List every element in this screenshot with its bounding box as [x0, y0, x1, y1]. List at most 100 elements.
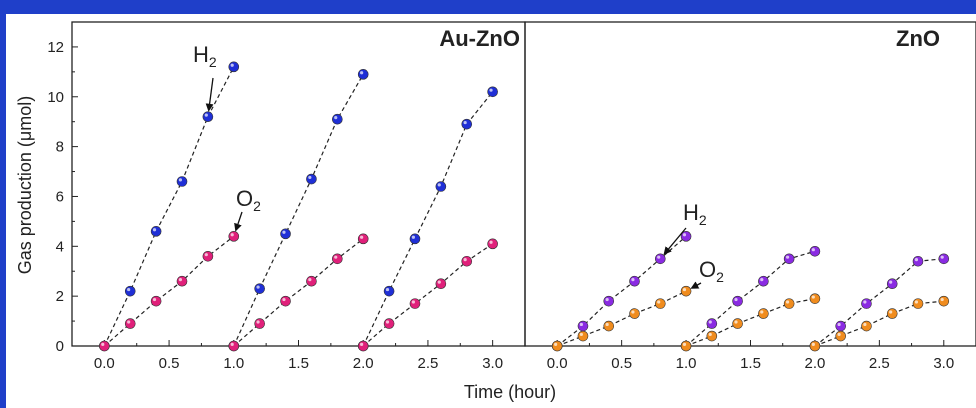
annotation-arrow	[690, 281, 702, 289]
data-point	[306, 173, 317, 185]
series-line	[685, 298, 816, 347]
data-point-highlight	[837, 322, 841, 327]
series-line	[362, 243, 493, 347]
data-point	[228, 231, 240, 242]
data-point	[603, 295, 615, 307]
data-point	[629, 275, 640, 287]
data-point	[176, 275, 188, 287]
data-point-highlight	[811, 248, 815, 252]
data-point-highlight	[708, 320, 712, 324]
data-point-highlight	[308, 278, 312, 282]
data-point-highlight	[360, 342, 364, 346]
data-point	[835, 330, 847, 342]
data-point-highlight	[889, 310, 893, 314]
x-tick-label: 1.0	[676, 355, 697, 372]
data-point	[254, 283, 265, 294]
data-point	[732, 295, 743, 307]
data-point	[435, 181, 447, 192]
data-point	[228, 61, 240, 73]
panel-title: ZnO	[896, 26, 940, 51]
data-point-highlight	[631, 310, 635, 314]
data-point-highlight	[437, 183, 441, 187]
data-point-highlight	[914, 258, 919, 262]
data-point	[809, 245, 821, 257]
data-point-highlight	[657, 255, 661, 259]
data-point-highlight	[760, 278, 764, 282]
data-point-highlight	[282, 230, 286, 234]
plot-area-border	[524, 21, 976, 347]
data-point-highlight	[863, 300, 867, 304]
annotation-H2: H2	[683, 200, 707, 228]
data-point	[332, 113, 343, 125]
data-point-highlight	[579, 322, 583, 327]
y-tick-label: 10	[47, 89, 64, 106]
data-point-highlight	[230, 233, 234, 237]
y-tick-label: 6	[56, 188, 64, 205]
data-point	[383, 285, 395, 297]
x-tick-label: 2.5	[869, 355, 890, 372]
data-point	[680, 340, 692, 352]
data-point	[809, 293, 821, 304]
data-point	[150, 295, 162, 307]
x-tick-label: 1.0	[223, 355, 244, 372]
data-point-highlight	[734, 320, 738, 324]
data-point	[603, 320, 615, 332]
data-point	[912, 298, 924, 309]
data-point	[280, 295, 291, 307]
data-point	[758, 308, 769, 319]
data-point	[99, 340, 110, 352]
series-H2	[551, 231, 950, 352]
data-point	[577, 320, 589, 332]
data-point	[202, 250, 214, 262]
data-point-highlight	[837, 332, 841, 337]
data-point	[732, 318, 743, 329]
series-H2	[99, 61, 498, 352]
data-point	[835, 320, 847, 332]
data-point	[809, 340, 821, 352]
data-point-highlight	[463, 120, 467, 125]
x-tick-label: 0.0	[94, 355, 115, 372]
data-point-highlight	[863, 322, 867, 327]
data-point-highlight	[940, 297, 944, 302]
data-point-highlight	[230, 342, 234, 346]
x-tick-label: 2.5	[417, 355, 438, 372]
data-point-highlight	[811, 295, 815, 299]
data-point	[487, 238, 498, 250]
x-axis-title: Time (hour)	[464, 382, 556, 402]
data-point-highlight	[101, 342, 105, 346]
data-point-highlight	[204, 113, 208, 117]
data-point-highlight	[579, 332, 583, 337]
series-line	[556, 235, 687, 347]
series-line	[233, 74, 364, 347]
data-point-highlight	[940, 255, 944, 259]
annotation-arrow	[205, 77, 214, 112]
x-tick-label: 2.0	[353, 355, 374, 372]
data-point-highlight	[489, 240, 493, 244]
data-point-highlight	[334, 116, 338, 120]
data-point-highlight	[178, 278, 183, 282]
y-tick-label: 0	[56, 338, 64, 355]
data-point	[861, 320, 872, 332]
data-point	[680, 285, 692, 297]
data-point-highlight	[127, 320, 131, 324]
annotation-O2: O2	[699, 257, 724, 285]
data-point-highlight	[230, 63, 234, 67]
data-point-highlight	[734, 297, 738, 302]
data-point	[357, 233, 369, 245]
data-point	[783, 298, 795, 309]
series-line	[685, 250, 816, 347]
annotation-O2: O2	[236, 186, 261, 214]
x-tick-label: 3.0	[482, 355, 503, 372]
data-point	[706, 318, 718, 329]
data-point	[758, 275, 769, 287]
data-point-highlight	[914, 300, 919, 304]
y-axis-title: Gas production (μmol)	[15, 96, 35, 274]
x-tick-label: 0.5	[159, 355, 180, 372]
data-point-highlight	[605, 322, 609, 327]
data-point	[861, 298, 872, 309]
data-point	[886, 308, 898, 319]
x-tick-label: 1.5	[740, 355, 761, 372]
series-line	[103, 66, 235, 347]
data-point-highlight	[411, 300, 415, 304]
